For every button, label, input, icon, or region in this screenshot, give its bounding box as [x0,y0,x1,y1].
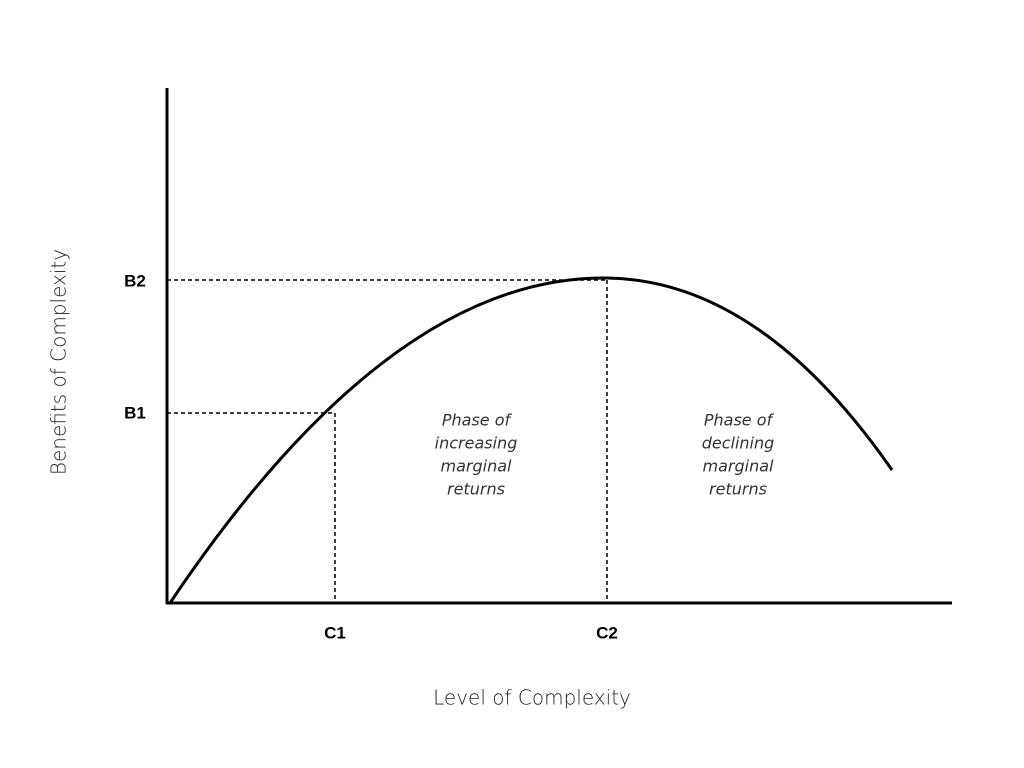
phase-label-line: marginal [441,457,513,476]
phase-label-line: Phase of [442,411,513,430]
phase-labels: Phase of increasing marginal returns Phase o… [435,411,775,499]
phase-label-line: increasing [435,434,518,453]
guides [167,279,608,603]
phase-label-line: returns [709,480,767,499]
curve [168,276,894,604]
phase-label-line: returns [447,480,505,499]
phase-label-line: declining [702,434,775,453]
b1-label: B1 [124,403,146,422]
c1-label: C1 [324,623,346,642]
x-title: Level of Complexity [433,686,631,710]
c2-label: C2 [596,623,618,642]
phase-label-line: Phase of [704,411,775,430]
phase-label-line: marginal [703,457,775,476]
b2-label: B2 [124,271,146,290]
y-title: Benefits of Complexity [47,249,71,475]
